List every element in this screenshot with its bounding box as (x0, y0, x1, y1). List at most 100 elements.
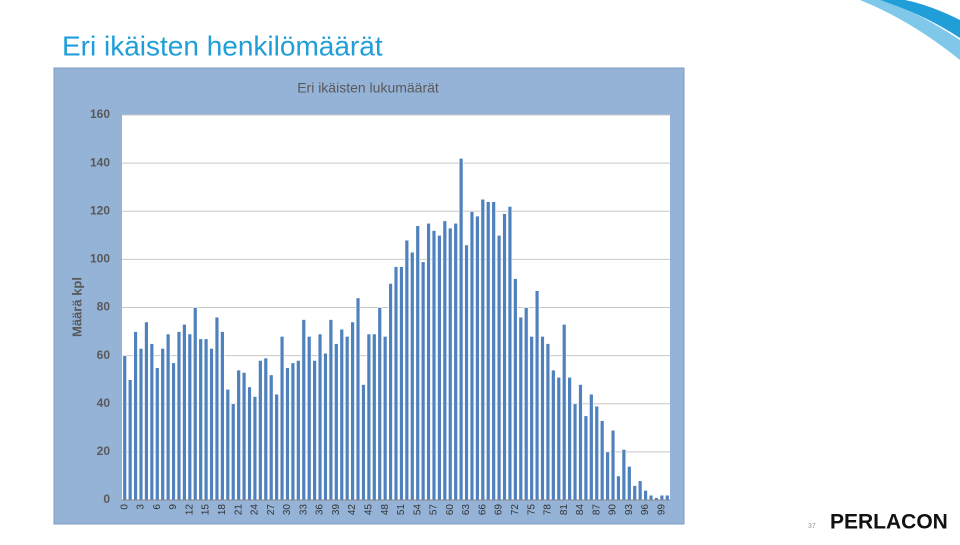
bar (420, 261, 426, 501)
bar (502, 213, 507, 501)
bar (160, 348, 165, 501)
bar (561, 324, 567, 501)
bar (486, 201, 491, 501)
bar (296, 360, 301, 501)
x-tick-label: 12 (184, 504, 195, 516)
bar (252, 396, 258, 501)
bar (361, 384, 366, 501)
bar (133, 331, 138, 501)
x-tick-label: 39 (331, 504, 342, 516)
y-tick-label: 20 (97, 444, 111, 458)
x-tick-label: 75 (526, 504, 537, 516)
y-tick-label: 100 (90, 252, 110, 266)
bar (632, 485, 637, 501)
bar (616, 475, 621, 501)
bar (621, 449, 627, 501)
bar (165, 333, 171, 501)
bar (410, 251, 415, 501)
x-tick-label: 24 (250, 504, 261, 516)
bar (599, 420, 605, 501)
x-tick-label: 93 (624, 504, 635, 516)
bar (594, 405, 599, 501)
bar (627, 466, 632, 501)
bar (247, 386, 252, 501)
bar (610, 429, 616, 501)
x-tick-label: 99 (657, 504, 668, 516)
x-tick-label: 81 (559, 504, 570, 516)
x-tick-label: 72 (510, 504, 521, 516)
logo: PERLACON (830, 511, 948, 534)
bar (241, 372, 247, 501)
bar (269, 374, 274, 501)
x-tick-label: 48 (380, 504, 391, 516)
bar (149, 343, 155, 501)
x-tick-label: 51 (396, 504, 407, 516)
decor (880, 0, 960, 38)
bar (122, 355, 127, 501)
bar (545, 343, 551, 501)
bar (176, 331, 182, 501)
bar (193, 307, 198, 501)
y-tick-label: 80 (97, 300, 111, 314)
x-tick-label: 54 (412, 504, 423, 516)
bar (231, 403, 236, 501)
bar (431, 230, 437, 501)
bar (344, 336, 350, 501)
y-tick-label: 160 (90, 107, 110, 121)
bar (491, 201, 496, 501)
bar (263, 357, 268, 501)
bar (220, 331, 225, 501)
bar (355, 297, 361, 501)
x-tick-label: 87 (591, 504, 602, 516)
bar (388, 283, 393, 501)
y-tick-label: 140 (90, 155, 110, 169)
bar (339, 328, 344, 501)
bar (312, 360, 317, 501)
bar (589, 393, 594, 501)
bar (583, 415, 589, 501)
bar (534, 290, 540, 501)
bar (648, 494, 654, 501)
bar (203, 338, 209, 501)
bar (328, 319, 334, 501)
bar (426, 222, 431, 501)
bar (437, 235, 442, 501)
bar (214, 316, 220, 501)
x-tick-label: 3 (136, 504, 147, 510)
bar (182, 324, 187, 501)
x-tick-label: 9 (168, 504, 179, 510)
bar (469, 210, 475, 501)
bar (258, 360, 263, 501)
x-tick-label: 36 (315, 504, 326, 516)
bar (665, 494, 670, 501)
x-tick-label: 18 (217, 504, 228, 516)
x-tick-label: 66 (477, 504, 488, 516)
bar (637, 480, 643, 501)
bar (496, 235, 502, 501)
bar (513, 278, 518, 501)
x-tick-label: 57 (429, 504, 440, 516)
bar (144, 321, 149, 501)
x-tick-label: 60 (445, 504, 456, 516)
bar (605, 451, 610, 501)
bar (187, 333, 193, 501)
bar (572, 403, 578, 501)
bar (464, 244, 469, 501)
x-tick-label: 69 (494, 504, 505, 516)
bar (274, 393, 279, 501)
bar (529, 336, 534, 501)
bar (556, 376, 561, 501)
bar (415, 225, 420, 501)
bar (366, 333, 372, 501)
x-tick-label: 15 (201, 504, 212, 516)
bar (279, 336, 285, 501)
bar (393, 266, 399, 501)
x-tick-label: 21 (233, 504, 244, 516)
bar (448, 227, 453, 501)
bar (659, 494, 665, 501)
x-tick-label: 78 (543, 504, 554, 516)
x-tick-label: 0 (119, 504, 130, 510)
bar (198, 338, 203, 501)
decor (860, 0, 960, 60)
